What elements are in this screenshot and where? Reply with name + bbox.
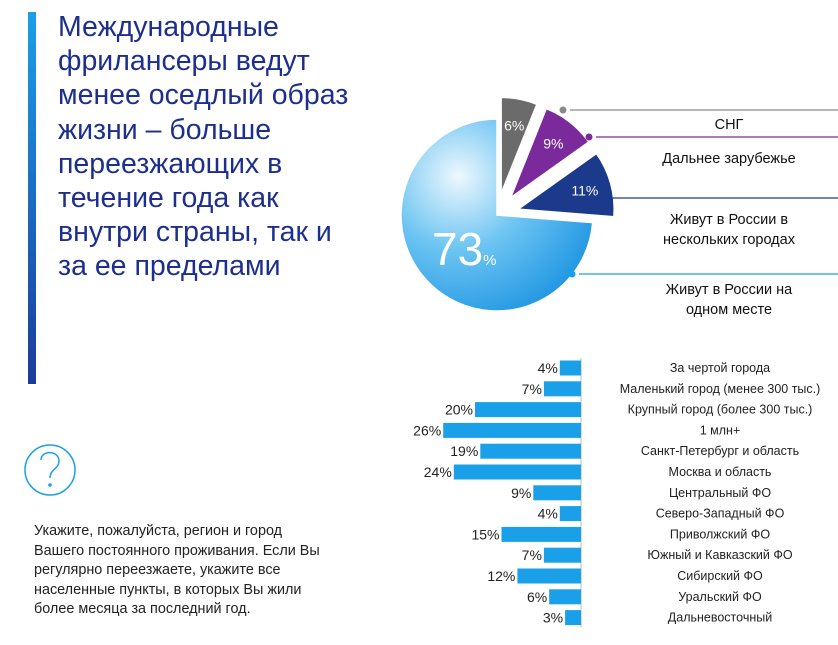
accent-bar (28, 12, 36, 384)
pie-label-main: 73% (432, 223, 497, 275)
pie-slice-3 (516, 152, 615, 218)
pie-slice-1 (500, 96, 538, 194)
bar-category-label-11: Уральский ФО (678, 590, 762, 604)
bar-9 (543, 547, 581, 563)
bar-category-label-5: Москва и область (669, 465, 772, 479)
question-icon (24, 444, 76, 496)
bar-value-label-11: 6% (527, 589, 547, 605)
bar-category-label-6: Центральный ФО (669, 486, 771, 500)
bar-value-label-4: 19% (450, 443, 478, 459)
bar-0 (559, 360, 581, 376)
pie-slice-2 (508, 107, 590, 200)
bar-value-label-12: 3% (543, 610, 563, 626)
legend-dot-2 (594, 194, 602, 202)
bar-value-label-0: 4% (538, 360, 558, 376)
bar-5 (453, 464, 581, 480)
bar-value-label-7: 4% (538, 506, 558, 522)
legend-label-2-1: нескольких городах (663, 232, 796, 248)
legend-label-3-1: одном месте (686, 302, 772, 318)
bar-category-label-7: Северо-Западный ФО (656, 507, 785, 521)
pie-chart: 73% 6% 9% 11% (400, 96, 615, 312)
survey-question: Укажите, пожалуйста, регион и город Ваше… (34, 523, 320, 617)
legend-dot-1 (585, 133, 593, 141)
bar-category-label-8: Приволжский ФО (670, 527, 770, 541)
pie-label-2: 9% (543, 135, 563, 151)
bar-value-label-1: 7% (522, 381, 542, 397)
legend-label-1-0: Дальнее зарубежье (662, 151, 795, 167)
legend-label-3-0: Живут в России на (666, 282, 793, 298)
bar-12 (565, 610, 581, 626)
headline: Международные фрилансеры ведут менее осе… (58, 11, 349, 283)
bar-2 (475, 402, 581, 418)
legend-label-0-0: СНГ (715, 117, 744, 133)
bar-10 (517, 568, 581, 584)
legend-label-2-0: Живут в России в (670, 212, 788, 228)
bar-value-label-8: 15% (471, 526, 499, 542)
bar-8 (501, 526, 581, 542)
bar-category-label-1: Маленький город (менее 300 тыс.) (620, 382, 821, 396)
bar-category-label-3: 1 млн+ (700, 423, 741, 437)
bar-3 (443, 422, 581, 438)
pie-legend: СНГ Дальнее зарубежье Живут в России в неск… (559, 106, 838, 318)
bar-7 (559, 506, 581, 522)
bar-value-label-9: 7% (522, 547, 542, 563)
legend-dot-3 (568, 270, 576, 278)
bar-category-label-4: Санкт-Петербург и область (641, 444, 799, 458)
bar-6 (533, 485, 581, 501)
pie-label-1: 6% (504, 118, 524, 134)
bar-value-label-2: 20% (445, 402, 473, 418)
bar-category-label-10: Сибирский ФО (677, 569, 763, 583)
bar-category-label-2: Крупный город (более 300 тыс.) (628, 403, 813, 417)
legend-dot-0 (559, 106, 567, 114)
bar-category-label-0: За чертой города (670, 361, 770, 375)
bar-category-label-12: Дальневосточный (668, 611, 772, 625)
bar-value-label-3: 26% (413, 422, 441, 438)
bar-value-label-6: 9% (511, 485, 531, 501)
bar-1 (543, 381, 581, 397)
bar-category-label-9: Южный и Кавказский ФО (647, 548, 792, 562)
pie-slice-0 (400, 118, 594, 312)
pie-label-3: 11% (571, 183, 598, 199)
bar-chart: 4% За чертой города 7% Маленький город (мен… (413, 358, 820, 628)
bar-value-label-10: 12% (487, 568, 515, 584)
bar-value-label-5: 24% (424, 464, 452, 480)
bar-11 (549, 589, 581, 605)
bar-4 (480, 443, 581, 459)
